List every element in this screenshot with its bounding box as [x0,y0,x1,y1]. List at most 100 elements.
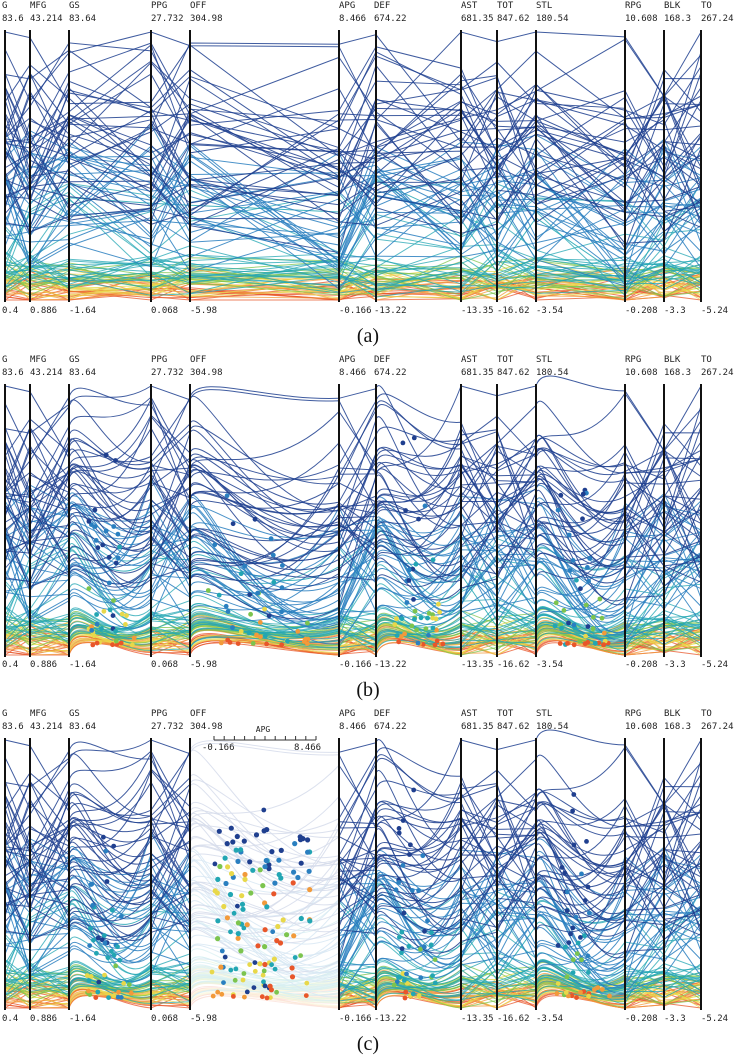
data-dot [94,950,99,956]
data-dot [91,937,96,943]
axis-min-label: -1.64 [69,306,96,316]
data-dot [209,969,215,975]
data-dot [585,565,590,570]
axis-name: G [2,355,7,365]
data-dot [216,592,222,598]
scatter-point [262,864,268,870]
axis-max-label: 674.22 [374,14,407,24]
data-dot [561,608,567,613]
data-dot [113,560,119,566]
data-dot [240,977,246,983]
data-dot [430,615,436,621]
data-polyline [4,783,702,919]
data-dot [250,641,256,646]
data-dot [106,554,112,560]
scatter-point [224,915,230,921]
data-polyline [4,399,702,548]
data-polyline [4,468,702,583]
scatter-point [268,987,274,993]
axis-max-label: 304.98 [190,14,223,24]
data-dot [86,586,92,591]
data-dot [432,642,438,648]
data-dot [587,910,592,916]
data-dot [94,621,100,627]
axis-name: RPG [625,709,641,719]
data-dot [409,888,415,893]
data-dot [555,981,561,986]
axis-name: BLK [664,355,681,365]
data-dot [592,987,597,992]
data-dot [578,935,583,940]
data-dot [412,616,417,622]
scatter-point [274,938,280,944]
data-dot [416,993,422,999]
data-dot [423,626,429,631]
scatter-point [235,920,241,926]
data-dot [579,957,584,963]
data-dot [425,615,430,621]
data-polyline [4,42,702,176]
axis-min-label: 0.068 [151,660,178,670]
data-dot [402,631,407,637]
axis-min-label: -3.3 [664,660,686,670]
data-dot [87,943,93,948]
axis-name: TO [701,1,712,11]
data-dot [403,508,408,513]
axis-max-label: 8.466 [339,368,366,378]
axis-max-label: 27.732 [151,722,184,732]
data-dot [92,524,98,529]
axis-min-label: 0.4 [2,1014,18,1024]
data-dot [404,981,410,986]
data-dot [586,970,591,975]
scatter-point [215,936,221,942]
data-dot [118,640,124,646]
axis-min-label: -5.98 [190,660,217,670]
scatter-point [257,867,263,873]
data-dot [241,971,247,976]
data-dot [235,903,240,909]
data-dot [426,632,431,638]
axis-name: MFG [30,709,46,719]
data-dot [304,980,310,986]
scatter-point [297,837,304,843]
data-polyline [4,453,702,584]
axis-min-label: -5.98 [190,1014,217,1024]
scatter-point [215,918,221,924]
data-dot [400,440,406,446]
axis-max-label: 267.24 [701,14,734,24]
inset-axis-min: -0.166 [202,743,235,753]
data-polyline [4,473,702,580]
data-dot [432,980,438,986]
axis-name: STL [536,355,552,365]
scatter-point [215,876,221,883]
scatter-point [227,891,234,898]
data-dot [399,929,405,935]
data-polyline [4,429,702,566]
data-dot [571,622,577,628]
data-dot [251,985,257,990]
axis-max-label: 674.22 [374,722,407,732]
data-dot [397,934,402,940]
scatter-point [307,887,313,893]
axis-min-label: -13.35 [461,306,494,316]
axis-name: APG [339,709,355,719]
data-dot [238,571,244,577]
axis-name: BLK [664,1,681,11]
data-dot [585,953,591,959]
data-dot [568,931,573,937]
axis-name: MFG [30,355,46,365]
axis-max-label: 168.3 [664,14,691,24]
data-dot [583,633,588,639]
data-dot [90,642,96,648]
panel-3: APG -0.166 8.466 G 83.6 0.4 MFG 43.214 0.886 GS 83… [2,709,734,1055]
axis-min-label: -1.64 [69,1014,96,1024]
data-dot [406,943,412,949]
data-dot [115,555,121,561]
data-polyline [4,512,702,621]
scatter-point [292,841,298,847]
data-dot [126,982,132,988]
scatter-point [264,904,270,910]
data-dot [420,853,426,859]
data-dot [223,603,229,609]
data-dot [224,493,230,499]
